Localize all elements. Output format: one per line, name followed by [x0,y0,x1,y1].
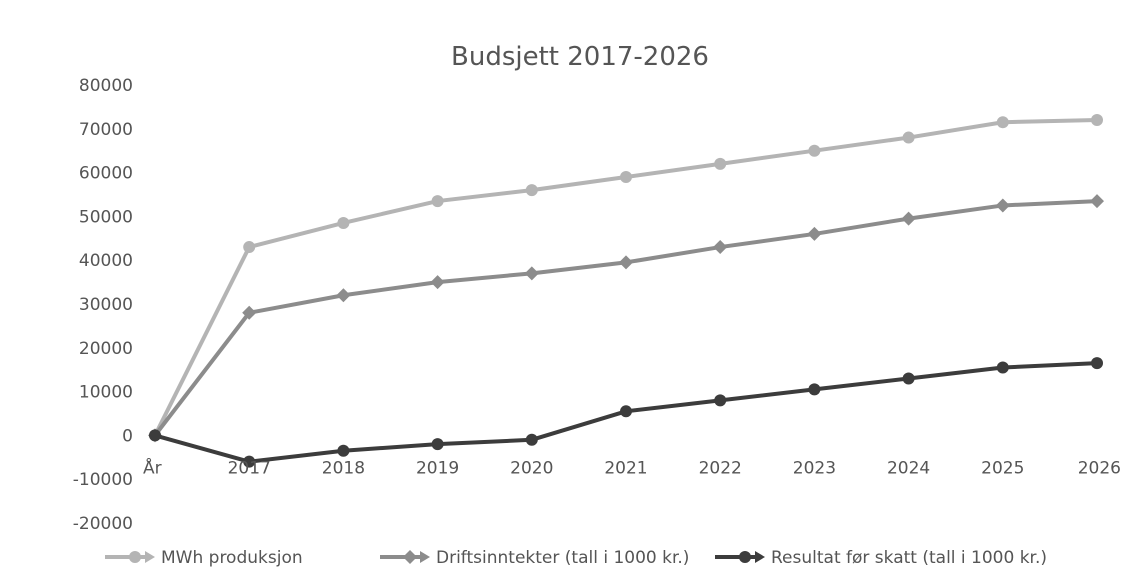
legend-swatch-marker [129,551,141,563]
y-tick-label: 20000 [79,339,133,359]
data-point [807,227,821,241]
data-point [619,255,633,269]
x-tick-label: 2023 [793,458,836,478]
data-point [808,145,820,157]
x-tick-label: År [143,456,162,478]
legend-label: MWh produksjon [161,548,303,568]
data-point [903,132,915,144]
data-point [902,212,916,226]
data-point [1091,114,1103,126]
data-point [525,266,539,280]
data-point [432,195,444,207]
data-point [903,372,915,384]
y-tick-label: 60000 [79,164,133,184]
y-tick-label: 10000 [79,383,133,403]
legend-item: Resultat før skatt (tall i 1000 kr.) [715,548,1047,568]
y-tick-label: -10000 [73,470,133,490]
series-line [155,120,1097,435]
legend-swatch-marker [403,550,417,564]
legend-label: Driftsinntekter (tall i 1000 kr.) [436,548,689,568]
series-3 [149,357,1103,468]
data-point [149,429,161,441]
data-point [620,405,632,417]
x-tick-label: 2024 [887,458,930,478]
data-point [526,184,538,196]
data-point [526,434,538,446]
data-point [1091,357,1103,369]
chart-title: Budsjett 2017-2026 [451,42,709,72]
data-point [1090,194,1104,208]
data-point [808,383,820,395]
data-point [714,394,726,406]
data-point [243,241,255,253]
data-point [431,275,445,289]
y-axis-tick-labels: 80000 70000 60000 50000 40000 30000 20000 10000… [73,76,133,534]
data-point [997,362,1009,374]
y-tick-label: -20000 [73,514,133,534]
series-layer [148,114,1104,468]
data-point [432,438,444,450]
x-tick-label: 2019 [416,458,459,478]
legend-arrow [755,551,765,563]
y-tick-label: 80000 [79,76,133,96]
legend-swatch-marker [739,551,751,563]
data-point [337,445,349,457]
data-point [620,171,632,183]
x-tick-label: 2026 [1078,458,1121,478]
legend-arrow [420,551,430,563]
legend-arrow [145,551,155,563]
data-point [714,158,726,170]
y-tick-label: 50000 [79,207,133,227]
y-tick-label: 40000 [79,251,133,271]
x-tick-label: 2021 [604,458,647,478]
y-tick-label: 0 [122,426,133,446]
data-point [996,198,1010,212]
data-point [337,217,349,229]
x-tick-label: 2025 [981,458,1024,478]
y-tick-label: 70000 [79,120,133,140]
x-tick-label: 2022 [699,458,742,478]
legend: MWh produksjon Driftsinntekter (tall i 10… [105,548,1047,568]
x-tick-label: 2017 [228,458,271,478]
series-1 [149,114,1103,441]
x-tick-label: 2020 [510,458,553,478]
legend-label: Resultat før skatt (tall i 1000 kr.) [771,548,1047,568]
legend-item: MWh produksjon [105,548,303,568]
y-tick-label: 30000 [79,295,133,315]
data-point [713,240,727,254]
data-point [336,288,350,302]
data-point [997,116,1009,128]
series-2 [148,194,1104,442]
x-tick-label: 2018 [322,458,365,478]
x-axis-tick-labels: År 2017 2018 2019 2020 2021 2022 2023 2024 2025 20… [143,456,1121,478]
legend-item: Driftsinntekter (tall i 1000 kr.) [380,548,689,568]
